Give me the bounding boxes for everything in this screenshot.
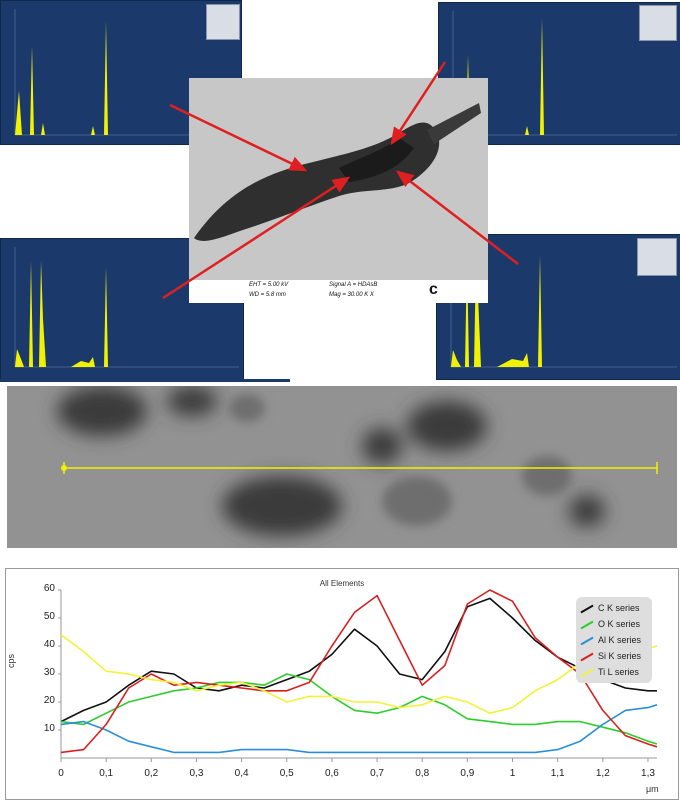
legend-item: Al K series xyxy=(580,635,641,645)
legend-swatch xyxy=(580,668,594,677)
series-line-si xyxy=(60,589,658,754)
stem-image xyxy=(7,386,677,548)
legend-swatch xyxy=(580,636,594,645)
x-tick-label: 0,7 xyxy=(370,768,384,779)
x-axis-unit: μm xyxy=(646,784,659,794)
spectrum-legend xyxy=(637,238,677,276)
arrow-bottom-left xyxy=(162,176,351,300)
legend-label: Al K series xyxy=(598,635,642,645)
series-line-o xyxy=(60,673,658,745)
series-line-al xyxy=(60,704,658,754)
eht-label: EHT = 5.00 kV xyxy=(249,282,289,288)
sem-info-bar: EHT = 5.00 kV WD = 5.8 mm Signal A = HDA… xyxy=(189,280,488,303)
legend-label: O K series xyxy=(598,619,641,629)
x-tick-label: 1 xyxy=(509,768,516,779)
chart-legend: C K series O K series Al K series Si K seri… xyxy=(576,597,652,683)
y-tick-label: 50 xyxy=(43,611,55,622)
y-tick-label: 20 xyxy=(43,695,55,706)
eds-spectrum-bottom-right xyxy=(436,234,680,380)
x-tick-label: 0,9 xyxy=(460,768,475,779)
chart-title: All Elements xyxy=(319,579,365,588)
legend-label: Ti L series xyxy=(598,667,639,677)
x-tick-label: 0 xyxy=(58,768,64,779)
series-line-c xyxy=(60,597,657,723)
mag-label: Mag = 30.00 K X xyxy=(329,292,374,298)
spectrum-plot xyxy=(14,247,239,368)
legend-label: Si K series xyxy=(598,651,642,661)
arrow-top-right xyxy=(390,61,447,146)
x-tick-label: 0,4 xyxy=(234,768,249,779)
legend-swatch xyxy=(580,620,594,629)
legend-item: Ti L series xyxy=(580,667,639,677)
wd-label: WD = 5.8 mm xyxy=(249,292,286,298)
arrow-top-left xyxy=(169,103,308,172)
arrows-overlay xyxy=(162,61,519,300)
y-tick-label: 40 xyxy=(43,639,55,650)
legend-swatch xyxy=(580,652,594,661)
legend-item: C K series xyxy=(580,603,640,613)
arrow-bottom-right xyxy=(396,170,519,265)
divider-line xyxy=(0,379,290,382)
spectrum-legend xyxy=(206,4,240,40)
y-tick-label: 60 xyxy=(43,583,55,594)
stem-texture xyxy=(7,386,677,548)
series-line-ti xyxy=(60,634,658,715)
x-tick-label: 0,3 xyxy=(189,768,204,779)
line-profile-chart: All Elements xyxy=(5,568,679,800)
eds-spectrum-top-left xyxy=(0,0,242,145)
x-tick-label: 1,3 xyxy=(641,768,655,779)
x-tick-label: 0,2 xyxy=(144,768,159,779)
y-tick-label: 10 xyxy=(43,723,55,734)
x-tick-label: 0,8 xyxy=(415,768,430,779)
y-tick-label: 30 xyxy=(43,667,55,678)
logo-fragment: c xyxy=(429,281,438,298)
x-tick-label: 1,2 xyxy=(595,768,610,779)
legend-swatch xyxy=(580,604,594,613)
legend-item: Si K series xyxy=(580,651,641,661)
x-tick-label: 0,5 xyxy=(279,768,294,779)
legend-label: C K series xyxy=(598,603,640,613)
x-tick-label: 0,1 xyxy=(99,768,114,779)
x-tick-label: 0,6 xyxy=(324,768,339,779)
spectrum-legend xyxy=(639,5,677,41)
x-tick-label: 1,1 xyxy=(550,768,565,779)
line-scan-start-dot xyxy=(61,465,67,471)
legend-item: O K series xyxy=(580,619,640,629)
signal-label: Signal A = HDAsB xyxy=(329,282,378,288)
